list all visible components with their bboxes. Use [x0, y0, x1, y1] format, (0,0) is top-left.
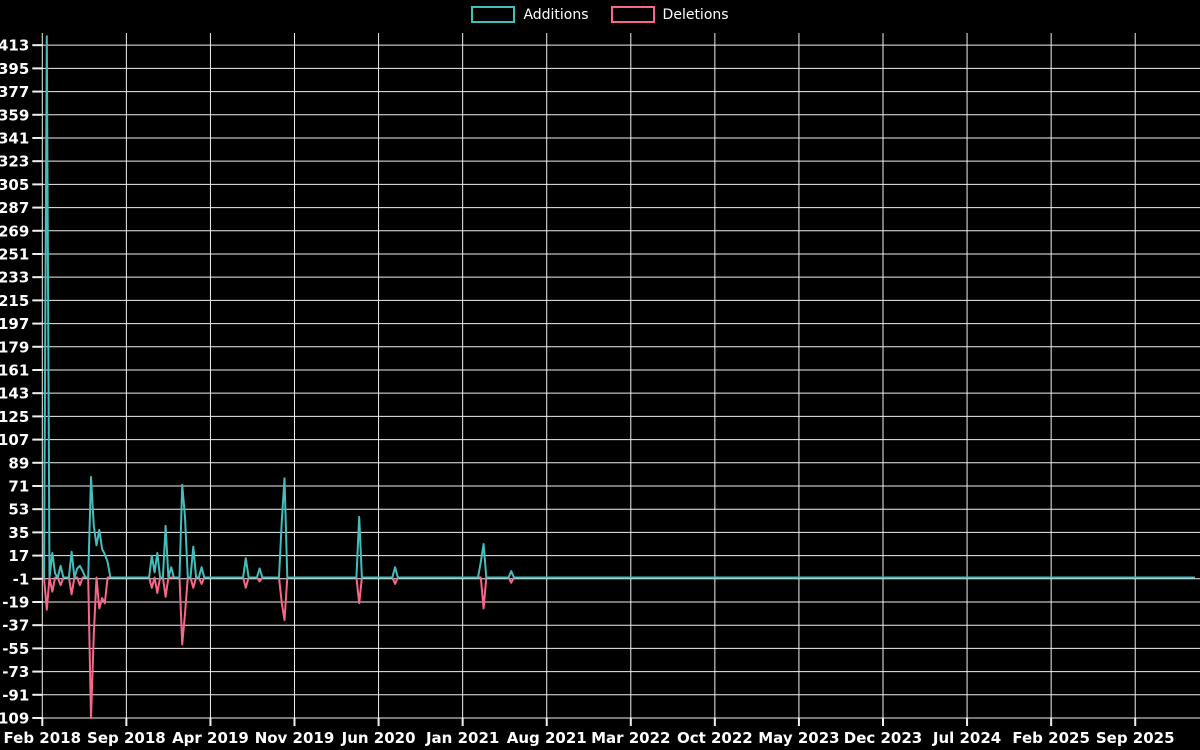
x-tick-label: Feb 2018: [4, 729, 82, 747]
vertical-gridlines: [41, 33, 1136, 718]
x-tick-label: Dec 2023: [844, 729, 923, 747]
additions-swatch-icon: [471, 6, 516, 23]
x-tick-label: Sep 2018: [87, 729, 166, 747]
y-tick-label: -37: [2, 617, 29, 635]
y-tick-label: 251: [0, 245, 29, 263]
y-tick-label: -73: [2, 663, 29, 681]
y-tick-label: -109: [0, 709, 29, 727]
x-tick-label: Jun 2020: [341, 729, 416, 747]
y-tick-label: 359: [0, 106, 29, 124]
y-tick-label: 269: [0, 222, 29, 240]
deletions-swatch-icon: [610, 6, 655, 23]
legend-label-additions: Additions: [523, 6, 589, 23]
y-tick-label: 53: [8, 501, 29, 519]
y-tick-label: 341: [0, 129, 29, 147]
y-tick-label: 125: [0, 408, 29, 426]
legend-item-additions[interactable]: Additions: [471, 6, 589, 23]
x-tick-label: Sep 2025: [1096, 729, 1175, 747]
y-tick-label: -1: [13, 570, 30, 588]
y-tick-label: 377: [0, 83, 29, 101]
x-tick-label: Oct 2022: [677, 729, 753, 747]
x-tick-label: Jul 2024: [932, 729, 1001, 747]
legend-item-deletions[interactable]: Deletions: [610, 6, 729, 23]
y-tick-label: -91: [2, 686, 29, 704]
y-tick-label: 179: [0, 338, 29, 356]
y-tick-label: 287: [0, 199, 29, 217]
y-tick-label: 323: [0, 153, 29, 171]
y-tick-label: 161: [0, 361, 29, 379]
y-tick-label: 197: [0, 315, 29, 333]
y-axis-tick-labels: 413 395 377 359 341 323 305 287 269 251 233 215 197 1…: [0, 37, 29, 728]
y-tick-label: -55: [2, 640, 29, 658]
horizontal-gridlines: [42, 44, 1200, 719]
y-tick-label: 143: [0, 385, 29, 403]
y-tick-label: 107: [0, 431, 29, 449]
x-tick-label: Feb 2025: [1012, 729, 1090, 747]
x-tick-label: Jan 2021: [425, 729, 499, 747]
y-tick-label: 89: [8, 454, 29, 472]
additions-series-line: [43, 35, 1196, 579]
x-tick-label: Mar 2022: [591, 729, 670, 747]
y-tick-label: 395: [0, 60, 29, 78]
x-tick-label: Apr 2019: [172, 729, 249, 747]
x-axis-tick-labels: Feb 2018 Sep 2018 Apr 2019 Nov 2019 Jun 2020…: [4, 729, 1175, 747]
y-tick-label: 71: [8, 477, 29, 495]
y-tick-label: 305: [0, 176, 29, 194]
x-tick-label: Aug 2021: [507, 729, 587, 747]
deletions-series-line: [43, 576, 1196, 719]
x-tick-label: May 2023: [758, 729, 839, 747]
axis-ticks: [32, 44, 1137, 726]
legend-label-deletions: Deletions: [662, 6, 729, 23]
y-tick-label: 233: [0, 269, 29, 287]
y-tick-label: -19: [2, 593, 29, 611]
legend: Additions Deletions: [0, 6, 1200, 23]
y-tick-label: 17: [8, 547, 29, 565]
y-tick-label: 35: [8, 524, 29, 542]
y-tick-label: 413: [0, 37, 29, 55]
y-tick-label: 215: [0, 292, 29, 310]
x-tick-label: Nov 2019: [255, 729, 335, 747]
